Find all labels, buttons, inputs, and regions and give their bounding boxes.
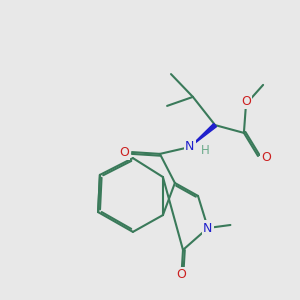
Polygon shape: [190, 124, 217, 147]
Text: N: N: [203, 221, 213, 235]
Text: O: O: [241, 94, 251, 108]
Text: N: N: [185, 140, 195, 154]
Text: H: H: [200, 144, 209, 157]
Text: O: O: [261, 151, 271, 164]
Text: O: O: [177, 268, 186, 281]
Text: O: O: [119, 146, 129, 159]
